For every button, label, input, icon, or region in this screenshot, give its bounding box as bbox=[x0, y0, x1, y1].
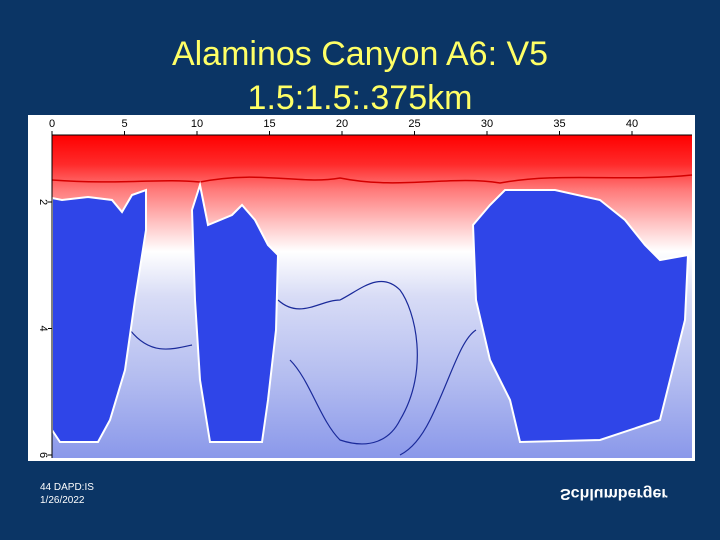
x-tick-label: 25 bbox=[408, 118, 420, 130]
x-tick-label: 40 bbox=[626, 118, 638, 130]
title-line: Alaminos Canyon A6: V5 bbox=[171, 35, 549, 73]
contour bbox=[277, 280, 418, 445]
x-tick-label: 5 bbox=[121, 118, 127, 130]
date: 1/26/2022 bbox=[40, 495, 85, 506]
contour bbox=[399, 329, 477, 456]
logo: Schlumberger bbox=[560, 485, 668, 502]
x-tick-label: 10 bbox=[191, 118, 203, 130]
y-tick-label: 4 bbox=[37, 325, 49, 331]
x-tick-label: 15 bbox=[263, 118, 275, 130]
salt-bodies bbox=[51, 181, 690, 444]
salt-body bbox=[190, 181, 280, 443]
slide-number: 44 DAPD:IS bbox=[40, 482, 94, 493]
x-tick-label: 0 bbox=[49, 118, 55, 130]
x-tick-label: 20 bbox=[336, 118, 348, 130]
y-tick-label: 6 bbox=[37, 452, 49, 458]
x-tick-label: 30 bbox=[481, 118, 493, 130]
salt-body bbox=[471, 189, 690, 444]
x-tick-label: 35 bbox=[553, 118, 565, 130]
salt-body bbox=[51, 188, 147, 443]
contour bbox=[51, 174, 693, 184]
title-line: 1.5:1.5:.375km bbox=[247, 79, 473, 117]
contour bbox=[129, 329, 193, 350]
y-tick-label: 2 bbox=[37, 199, 49, 205]
